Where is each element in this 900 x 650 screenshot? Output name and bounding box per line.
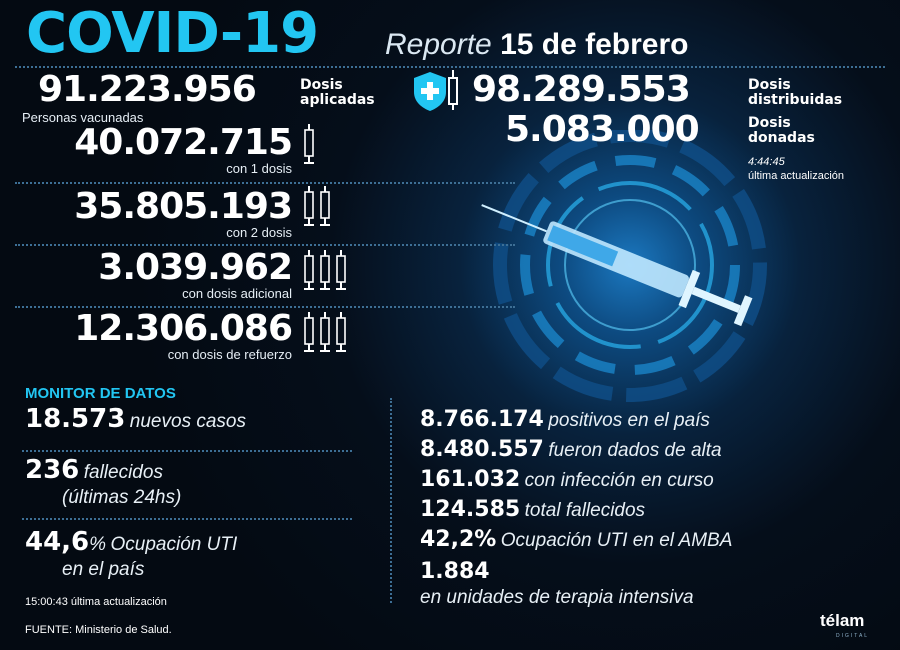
divider	[15, 244, 515, 246]
vaccinated-1-dose-label: con 1 dosis	[226, 161, 292, 176]
applied-doses-value: 91.223.956	[38, 69, 257, 110]
new-cases-value: 18.573	[25, 404, 126, 434]
new-cases: 18.573 nuevos casos	[25, 405, 246, 434]
date: 15 de febrero	[500, 28, 689, 61]
vaccinated-booster-label: con dosis de refuerzo	[167, 347, 292, 362]
national-active: 161.032 con infección en curso	[420, 467, 714, 492]
label-line: distribuidas	[748, 92, 843, 108]
deaths-period: (últimas 24hs)	[62, 487, 182, 508]
vaccinated-additional-label: con dosis adicional	[182, 286, 292, 301]
donated-doses-label: Dosis donadas	[748, 116, 815, 146]
deaths-value: 236	[25, 455, 80, 485]
label-line: Dosis	[748, 77, 791, 93]
label-line: Dosis	[300, 77, 343, 93]
national-icu-units-value: 1.884	[420, 559, 490, 584]
icu-unit: %	[89, 534, 107, 555]
icu-label-2: en el país	[62, 559, 145, 580]
divider	[15, 182, 515, 184]
stat-label: con infección en curso	[524, 470, 714, 491]
vertical-divider	[390, 398, 392, 603]
report-date: Reporte 15 de febrero	[385, 30, 689, 60]
monitor-update: 15:00:43 última actualización	[25, 596, 167, 608]
stat-label: positivos en el país	[548, 410, 710, 431]
divider	[15, 306, 515, 308]
vaccinated-booster-value: 12.306.086	[74, 308, 293, 349]
stat-value: 8.480.557	[420, 437, 544, 462]
stat-label: total fallecidos	[524, 500, 646, 521]
source: FUENTE: Ministerio de Salud.	[25, 624, 172, 636]
national-icu-units-label: en unidades de terapia intensiva	[420, 587, 694, 608]
vaccinated-1-dose-value: 40.072.715	[74, 122, 293, 163]
icu-country: 44,6% Ocupación UTI	[25, 528, 237, 557]
divider	[22, 450, 352, 452]
icu-label: Ocupación UTI	[110, 534, 238, 555]
stat-label: Ocupación UTI en el AMBA	[500, 530, 733, 551]
syringe-illustration	[481, 130, 767, 402]
vaccinated-2-dose-label: con 2 dosis	[226, 225, 292, 240]
distributed-doses-value: 98.289.553	[472, 69, 691, 110]
page-title: COVID-19	[26, 1, 319, 66]
national-positives: 8.766.174 positivos en el país	[420, 407, 710, 432]
national-icu-amba: 42,2% Ocupación UTI en el AMBA	[420, 527, 733, 552]
shield-syringe-icon	[414, 70, 458, 111]
donated-doses-value: 5.083.000	[505, 109, 700, 150]
report-word: Reporte	[385, 28, 492, 61]
divider	[22, 518, 352, 520]
deaths-label: fallecidos	[83, 462, 163, 483]
label-line: donadas	[748, 130, 815, 146]
label-line: aplicadas	[300, 92, 375, 108]
doses-update-label: última actualización	[748, 170, 844, 182]
stat-value: 42,2%	[420, 527, 497, 552]
stat-value: 124.585	[420, 497, 521, 522]
monitor-heading: MONITOR DE DATOS	[25, 385, 176, 402]
label-line: Dosis	[748, 115, 791, 131]
telam-logo-sub: DIGITAL	[836, 633, 870, 639]
vaccinated-2-dose-value: 35.805.193	[74, 186, 293, 227]
stat-value: 161.032	[420, 467, 521, 492]
doses-update-time: 4:44:45	[748, 156, 785, 168]
vaccinated-heading: Personas vacunadas	[22, 110, 144, 125]
national-deaths: 124.585 total fallecidos	[420, 497, 646, 522]
telam-logo: télam	[820, 611, 865, 630]
distributed-doses-label: Dosis distribuidas	[748, 78, 842, 108]
national-recovered: 8.480.557 fueron dados de alta	[420, 437, 722, 462]
new-cases-label: nuevos casos	[129, 411, 246, 432]
stat-label: fueron dados de alta	[548, 440, 722, 461]
applied-doses-label: Dosis aplicadas	[300, 78, 375, 108]
deaths: 236 fallecidos	[25, 456, 163, 485]
stat-value: 8.766.174	[420, 407, 544, 432]
syringe-icons	[303, 124, 347, 353]
icu-value: 44,6	[25, 527, 90, 557]
vaccinated-additional-value: 3.039.962	[98, 247, 293, 288]
divider	[15, 66, 885, 68]
